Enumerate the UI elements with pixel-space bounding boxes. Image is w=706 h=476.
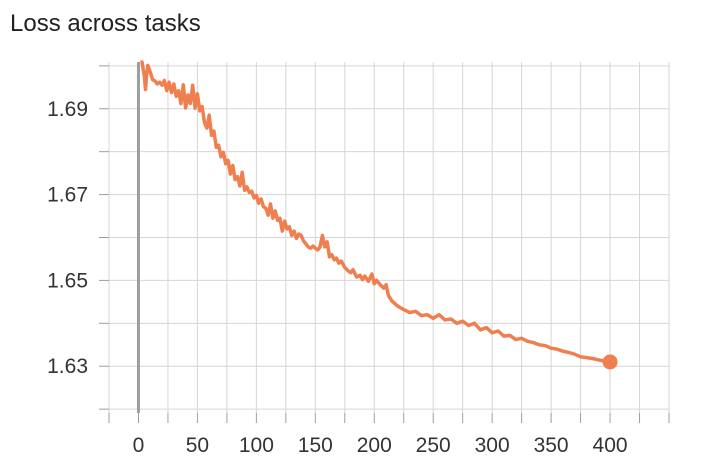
y-tick-label: 1.65: [47, 269, 88, 292]
x-tick-label: 200: [357, 434, 392, 457]
x-tick-label: 50: [186, 434, 209, 457]
major-grid: [109, 62, 669, 413]
x-tick-label: 100: [239, 434, 274, 457]
x-tick-label: 150: [298, 434, 333, 457]
series-line: [140, 60, 612, 364]
minor-grid: [99, 62, 670, 423]
chart-title: Loss across tasks: [10, 10, 201, 37]
y-tick-label: 1.67: [47, 184, 88, 207]
x-tick-label: 350: [534, 434, 569, 457]
x-tick-label: 300: [475, 434, 510, 457]
x-tick-label: 250: [416, 434, 451, 457]
x-axis-ticks: 0 50 100 150 200 250 300 350 400: [133, 413, 628, 457]
series-endpoint-marker: [602, 354, 618, 370]
x-tick-label: 400: [593, 434, 628, 457]
y-axis-ticks: 1.63 1.65 1.67 1.69: [47, 98, 109, 378]
series-group: [140, 60, 618, 370]
x-tick-label: 0: [133, 434, 145, 457]
y-tick-label: 1.69: [47, 98, 88, 121]
y-tick-label: 1.63: [47, 355, 88, 378]
